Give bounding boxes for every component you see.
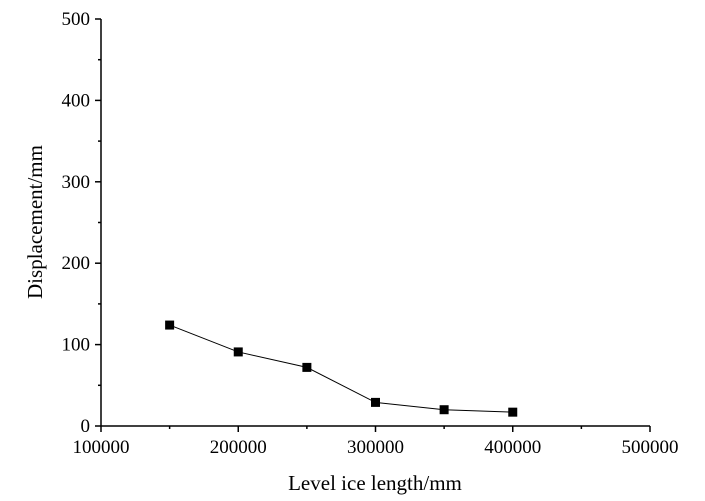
x-tick-labels: 100000 200000 300000 400000 500000 bbox=[73, 437, 679, 458]
series-line bbox=[169, 324, 513, 413]
y-tick-label: 500 bbox=[62, 9, 91, 30]
x-tick-label: 100000 bbox=[73, 437, 130, 458]
data-markers bbox=[165, 320, 518, 417]
data-point-marker bbox=[302, 362, 312, 372]
x-axis-title: Level ice length/mm bbox=[288, 471, 462, 495]
x-tick-label: 500000 bbox=[622, 437, 679, 458]
y-tick-label: 300 bbox=[62, 172, 91, 193]
plot-area: 100000 200000 300000 400000 500000 0 100 200 30… bbox=[62, 9, 679, 458]
data-point-marker bbox=[371, 397, 380, 407]
x-tick-label: 300000 bbox=[347, 437, 404, 458]
y-axis-title: Displacement/mm bbox=[23, 145, 47, 299]
y-ticks bbox=[95, 18, 101, 427]
y-tick-label: 400 bbox=[62, 90, 91, 111]
y-tick-label: 0 bbox=[81, 416, 91, 437]
x-tick-label: 200000 bbox=[210, 437, 267, 458]
y-tick-labels: 0 100 200 300 400 500 bbox=[62, 9, 91, 437]
x-tick-label: 400000 bbox=[484, 437, 541, 458]
data-point-marker bbox=[233, 347, 243, 357]
x-ticks bbox=[100, 426, 651, 432]
y-tick-label: 100 bbox=[62, 335, 91, 356]
data-point-marker bbox=[439, 405, 449, 415]
data-point-marker bbox=[508, 407, 518, 417]
y-tick-label: 200 bbox=[62, 253, 91, 274]
data-point-marker bbox=[165, 320, 175, 330]
